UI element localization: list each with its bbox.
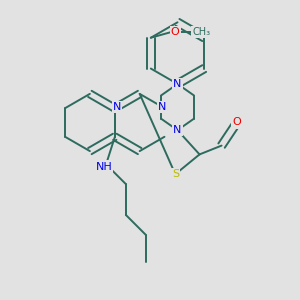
Text: NH: NH [95,161,112,172]
Text: CH₃: CH₃ [192,27,211,37]
Text: O: O [232,118,241,128]
Text: N: N [173,79,182,89]
Text: O: O [171,27,179,37]
Text: N: N [158,102,166,112]
Text: N: N [113,102,121,112]
Text: N: N [173,125,182,135]
Text: S: S [172,169,179,179]
